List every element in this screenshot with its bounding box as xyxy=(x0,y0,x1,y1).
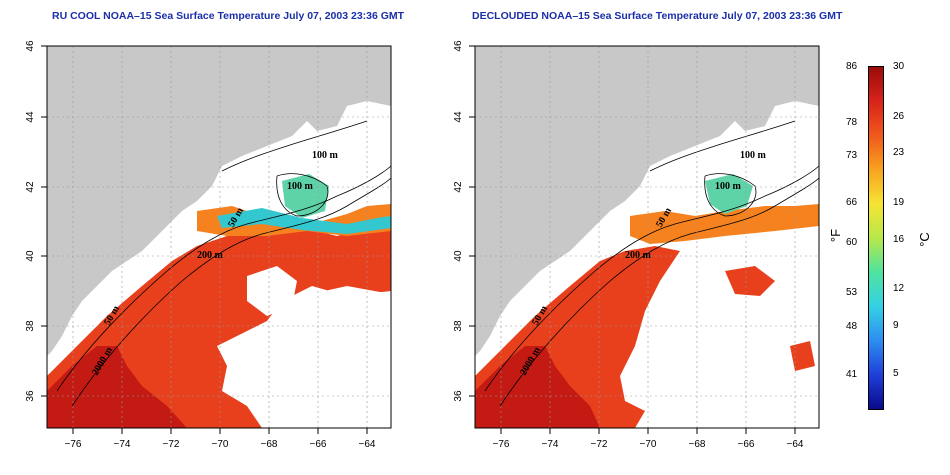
y-axis: 46 44 42 40 38 36 xyxy=(25,40,47,402)
left-map-title: RU COOL NOAA–15 Sea Surface Temperature … xyxy=(52,10,405,22)
y-tick-label: 42 xyxy=(453,181,464,193)
colorbar-f-label: 48 xyxy=(846,321,858,332)
x-axis: −76 −74 −72 −70 −68 −66 −64 xyxy=(65,428,376,450)
bathymetry-contour xyxy=(484,165,820,392)
y-tick-label: 42 xyxy=(25,181,36,193)
colorbar-c-label: 26 xyxy=(893,111,905,122)
colorbar-c-label: 16 xyxy=(893,234,905,245)
x-tick-label: −68 xyxy=(261,439,278,450)
x-tick-label: −70 xyxy=(212,439,229,450)
y-tick-label: 38 xyxy=(453,320,464,332)
x-axis: −76 −74 −72 −70 −68 −66 −64 xyxy=(493,428,804,450)
temperature-colorbar xyxy=(868,66,884,410)
map-frame xyxy=(474,45,820,429)
x-tick-label: −66 xyxy=(738,439,755,450)
land-mass xyxy=(47,46,391,356)
sst-mid-region xyxy=(630,204,819,244)
y-tick-label: 40 xyxy=(453,250,464,262)
sst-warm-patch xyxy=(725,266,775,296)
fahrenheit-unit-label: °F xyxy=(828,228,844,243)
sst-cool-region xyxy=(282,174,329,218)
contour-label: 200 m xyxy=(625,250,652,261)
contour-label: 100 m xyxy=(287,181,314,192)
colorbar-f-label: 86 xyxy=(846,61,858,72)
graticule xyxy=(47,45,391,428)
colorbar-c-label: 5 xyxy=(893,368,899,379)
contour-label: 100 m xyxy=(740,150,767,161)
x-tick-label: −64 xyxy=(787,439,804,450)
land-mass-nova-scotia xyxy=(327,61,391,104)
colorbar-f-label: 66 xyxy=(846,197,858,208)
sst-cool-band xyxy=(217,208,391,234)
contour-label: 100 m xyxy=(715,181,742,192)
sst-hot-region xyxy=(475,346,600,428)
x-tick-label: −76 xyxy=(65,439,82,450)
y-tick-label: 44 xyxy=(453,111,464,123)
cloud-patch xyxy=(247,266,297,316)
y-tick-label: 46 xyxy=(453,40,464,52)
y-tick-label: 40 xyxy=(25,250,36,262)
x-tick-label: −68 xyxy=(689,439,706,450)
right-map-title: DECLOUDED NOAA–15 Sea Surface Temperatur… xyxy=(472,10,843,22)
contour-label: 100 m xyxy=(312,150,339,161)
x-tick-label: −74 xyxy=(542,439,559,450)
colorbar-c-label: 19 xyxy=(893,197,905,208)
y-tick-label: 36 xyxy=(25,390,36,402)
y-tick-label: 46 xyxy=(25,40,36,52)
map-frame xyxy=(46,45,392,429)
cloud-patch xyxy=(292,286,391,391)
bathymetry-contour xyxy=(499,177,820,407)
x-tick-label: −74 xyxy=(114,439,131,450)
y-tick-label: 44 xyxy=(25,111,36,123)
land-mass xyxy=(475,46,819,356)
x-tick-label: −72 xyxy=(163,439,180,450)
y-tick-label: 36 xyxy=(453,390,464,402)
colorbar-f-label: 53 xyxy=(846,287,858,298)
colorbar-c-label: 23 xyxy=(893,147,905,158)
sst-warm-patch xyxy=(790,341,815,371)
colorbar-f-label: 60 xyxy=(846,237,858,248)
cloud-patch xyxy=(237,341,282,376)
colorbar-c-label: 12 xyxy=(893,283,905,294)
contour-label: 200 m xyxy=(197,250,224,261)
bathymetry-contour xyxy=(71,177,392,407)
land-mass-nova-scotia xyxy=(755,61,819,104)
colorbar-f-label: 41 xyxy=(846,369,858,380)
colorbar-c-label: 30 xyxy=(893,61,905,72)
right-map-panel: 100 m 100 m 50 m 200 m 50 m 2000 m −76 −… xyxy=(453,40,820,450)
colorbar-f-label: 73 xyxy=(846,150,858,161)
sst-cool-region xyxy=(705,174,753,214)
y-tick-label: 38 xyxy=(25,320,36,332)
graticule xyxy=(475,45,819,428)
x-tick-label: −76 xyxy=(493,439,510,450)
bathymetry-contour xyxy=(221,120,368,217)
x-tick-label: −72 xyxy=(591,439,608,450)
y-axis: 46 44 42 40 38 36 xyxy=(453,40,475,402)
sst-hot-region xyxy=(47,346,187,428)
x-tick-label: −70 xyxy=(640,439,657,450)
celsius-unit-label: °C xyxy=(916,232,932,247)
left-map-canvas: 100 m 100 m 50 m 200 m 50 m 2000 m −76 −… xyxy=(25,40,392,450)
colorbar-c-label: 9 xyxy=(893,320,899,331)
bathymetry-contour xyxy=(649,120,796,217)
left-map-panel: 100 m 100 m 50 m 200 m 50 m 2000 m −76 −… xyxy=(25,40,392,450)
bathymetry-contour xyxy=(56,165,392,392)
x-tick-label: −64 xyxy=(359,439,376,450)
right-map-canvas: 100 m 100 m 50 m 200 m 50 m 2000 m −76 −… xyxy=(453,40,820,450)
x-tick-label: −66 xyxy=(310,439,327,450)
colorbar-f-label: 78 xyxy=(846,117,858,128)
